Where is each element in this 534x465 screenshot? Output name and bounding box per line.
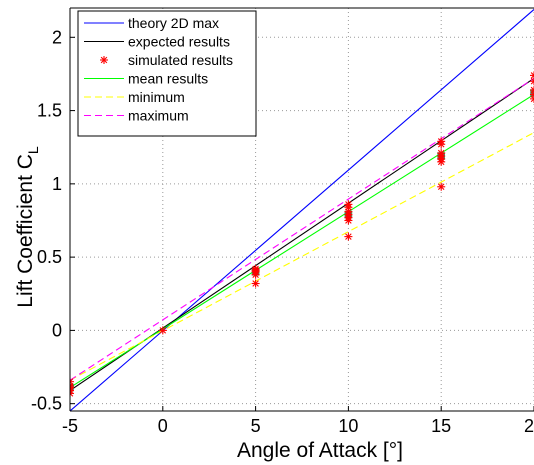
- series-line-maximum: [70, 77, 534, 381]
- y-tick-label-2: 0.5: [37, 247, 62, 267]
- x-tick-label-4: 15: [431, 416, 451, 436]
- simulated-point-22: [437, 149, 446, 158]
- y-axis-label: Lift Coefficient CL: [14, 146, 41, 308]
- x-tick-label-0: -5: [62, 416, 78, 436]
- grid-lines: [69, 8, 534, 411]
- simulated-point-29-stroke-2: [530, 72, 534, 77]
- y-tick-label-1: 0: [52, 320, 62, 340]
- simulated-point-11: [344, 232, 353, 241]
- simulated-point-17: [344, 200, 353, 209]
- legend-label-mean-results: mean results: [128, 71, 208, 87]
- simulated-point-24: [437, 137, 446, 146]
- simulated-point-27-stroke-3: [530, 89, 534, 94]
- simulated-point-11-stroke-3: [345, 233, 352, 240]
- simulated-point-25-stroke-3: [530, 98, 534, 103]
- simulated-point-3-stroke-3: [70, 387, 74, 392]
- y-tick-label-4: 1.5: [37, 101, 62, 121]
- simulated-point-3-stroke-2: [70, 389, 74, 394]
- simulated-point-4-stroke-3: [70, 390, 74, 395]
- legend-label-theory-2d-max: theory 2D max: [128, 15, 219, 31]
- simulated-point-0-stroke-3: [70, 378, 74, 383]
- simulated-point-29: [530, 71, 534, 80]
- simulated-point-24-stroke-3: [437, 138, 445, 145]
- x-tick-label-1: 0: [158, 416, 168, 436]
- legend-label-expected-results: expected results: [128, 34, 230, 50]
- simulated-point-18-stroke-3: [437, 183, 445, 191]
- simulated-point-17-stroke-3: [345, 201, 352, 208]
- legend-swatch-simulated-results-stroke-3: [100, 56, 108, 64]
- legend-swatch-simulated-results: [100, 56, 108, 64]
- simulated-point-18: [437, 182, 446, 191]
- y-tick-label-5: 2: [52, 27, 62, 47]
- y-tick-label-3: 1: [52, 174, 62, 194]
- simulated-point-5: [158, 326, 167, 335]
- simulated-point-6-stroke-3: [252, 280, 259, 287]
- x-axis-label: Angle of Attack [°]: [237, 439, 403, 462]
- simulated-point-10: [251, 264, 260, 273]
- simulated-point-29-stroke-3: [530, 74, 534, 79]
- series-line-theory-2d-max: [70, 9, 534, 411]
- simulated-point-28: [530, 77, 534, 86]
- simulated-point-5-stroke-3: [159, 327, 167, 334]
- legend-label-maximum: maximum: [128, 108, 189, 124]
- y-axis-label-main: Lift Coefficient C: [14, 154, 37, 308]
- legend-label-minimum: minimum: [128, 89, 185, 105]
- legend-label-simulated-results: simulated results: [128, 52, 233, 68]
- data-markers: [70, 71, 534, 398]
- tick-labels: -5 0 5 10 15 20 -0.5 0 0.5 1 1.5 2: [31, 27, 534, 436]
- simulated-point-27: [530, 86, 534, 95]
- simulated-point-26-stroke-3: [530, 93, 534, 98]
- simulated-point-1-stroke-3: [70, 382, 74, 387]
- x-tick-label-2: 5: [251, 416, 261, 436]
- series-line-mean-results: [70, 93, 534, 389]
- simulated-point-22-stroke-3: [437, 149, 445, 157]
- simulated-point-2-stroke-2: [70, 386, 74, 391]
- simulated-point-2-stroke-3: [70, 384, 74, 389]
- simulated-point-27-stroke-2: [530, 86, 534, 91]
- legend: theory 2D max expected results simulated r…: [77, 10, 257, 137]
- series-lines: [70, 9, 534, 411]
- simulated-point-6: [251, 279, 260, 288]
- simulated-point-4-stroke-2: [70, 392, 74, 397]
- simulated-point-4: [70, 389, 74, 398]
- x-tick-label-3: 10: [338, 416, 358, 436]
- y-tick-label-0: -0.5: [31, 394, 62, 414]
- y-axis-label-subscript: L: [25, 146, 41, 154]
- x-tick-label-5: 20: [524, 416, 534, 436]
- simulated-point-10-stroke-3: [252, 265, 259, 273]
- simulated-point-28-stroke-3: [530, 80, 534, 85]
- axes: [69, 7, 534, 412]
- simulated-point-28-stroke-2: [530, 78, 534, 83]
